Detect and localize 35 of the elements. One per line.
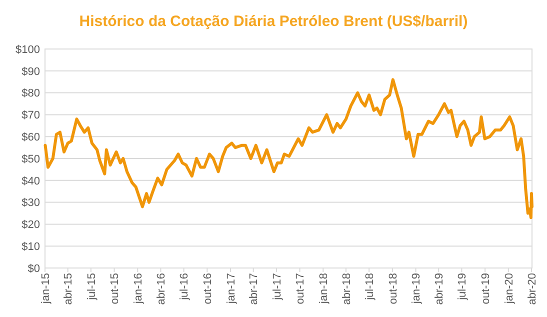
y-tick-label: $50 <box>22 153 40 166</box>
y-tick-label: $20 <box>22 219 40 232</box>
x-tick-label: abr-17 <box>248 273 260 305</box>
x-tick-label: jan-20 <box>503 273 516 305</box>
x-tick-label: jul-17 <box>271 273 284 301</box>
y-tick-label: $0 <box>28 262 40 275</box>
x-tick-label: jan-18 <box>318 273 330 305</box>
x-tick-label: jul-16 <box>178 273 191 301</box>
x-tick-label: out-18 <box>387 273 400 304</box>
line-series <box>44 78 534 220</box>
x-tick-label: jul-18 <box>364 273 376 301</box>
x-tick-label: jan-17 <box>225 273 238 305</box>
y-tick-label: $40 <box>22 175 40 188</box>
x-tick-label: abr-18 <box>340 273 353 305</box>
x-tick-label: jan-16 <box>132 273 144 305</box>
x-tick-label: abr-15 <box>62 273 75 305</box>
x-tick-label: abr-19 <box>433 273 446 305</box>
y-tick-label: $10 <box>22 240 40 253</box>
chart-title: Histórico da Cotação Diária Petróleo Brent (US$/barril) <box>79 13 468 30</box>
y-tick-label: $70 <box>22 110 40 122</box>
y-tick-label: $30 <box>22 197 40 210</box>
x-tick-label: out-16 <box>202 273 214 304</box>
x-tick-label: out-19 <box>480 273 492 304</box>
x-tick-label: jan-19 <box>410 273 423 305</box>
x-tick-label: abr-20 <box>526 273 538 305</box>
x-tick-label: jan-15 <box>40 273 52 305</box>
y-tick-label: $90 <box>22 66 40 78</box>
y-tick-label: $80 <box>22 88 40 100</box>
y-tick-label: $60 <box>22 131 40 144</box>
x-tick-label: abr-16 <box>156 273 168 305</box>
x-tick-label: jul-19 <box>456 273 469 301</box>
x-tick-label: jul-15 <box>86 273 98 301</box>
y-tick-label: $100 <box>16 44 40 56</box>
x-tick-label: out-17 <box>294 273 307 304</box>
x-tick-label: out-15 <box>109 273 122 304</box>
